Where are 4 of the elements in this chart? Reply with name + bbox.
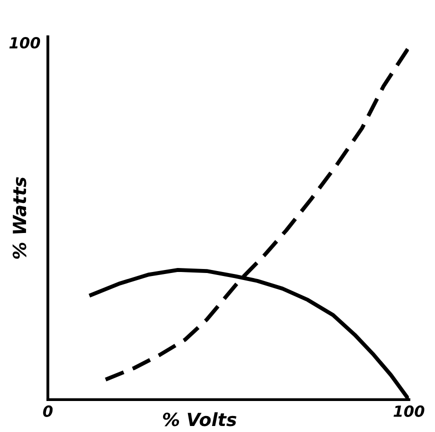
y-axis-title: % Watts (12, 177, 26, 259)
text: 100 (9, 36, 40, 49)
x-tick-label: 0 (43, 405, 53, 417)
x-axis-title: % Volts (162, 412, 236, 426)
